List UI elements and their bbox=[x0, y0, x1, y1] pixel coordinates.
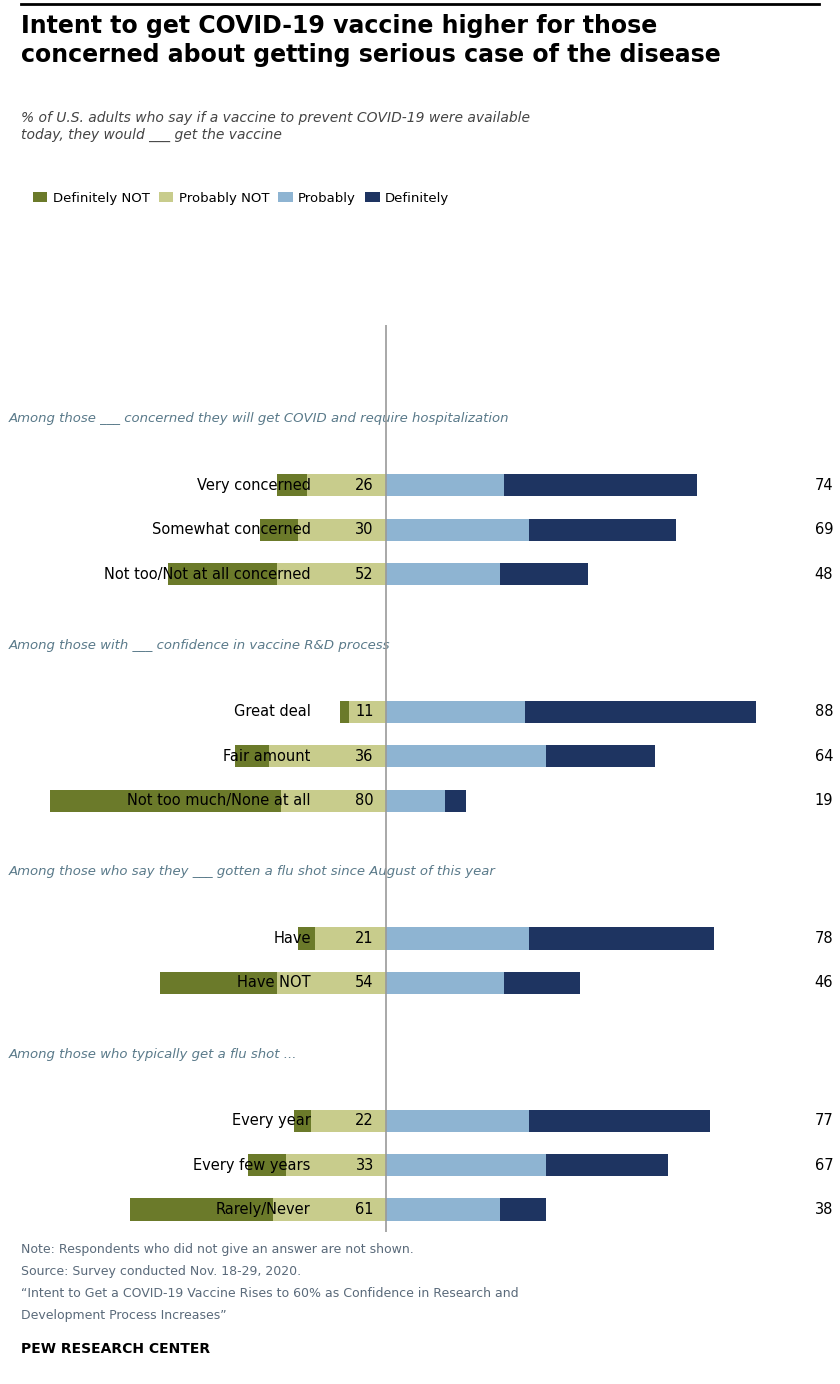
Text: Among those ___ concerned they will get COVID and require hospitalization: Among those ___ concerned they will get … bbox=[8, 412, 509, 425]
Bar bbox=[386, 700, 525, 722]
Bar bbox=[277, 972, 386, 994]
Text: Somewhat concerned: Somewhat concerned bbox=[152, 522, 311, 537]
Text: 77: 77 bbox=[815, 1113, 833, 1128]
Bar bbox=[386, 790, 445, 812]
Bar bbox=[529, 927, 714, 949]
Bar bbox=[277, 563, 386, 585]
Text: 36: 36 bbox=[355, 749, 374, 764]
Bar bbox=[298, 927, 315, 949]
Text: % of U.S. adults who say if a vaccine to prevent COVID-19 were available
today, : % of U.S. adults who say if a vaccine to… bbox=[21, 111, 530, 143]
Text: Every few years: Every few years bbox=[193, 1157, 311, 1172]
Bar bbox=[273, 1199, 386, 1221]
Text: 33: 33 bbox=[355, 1157, 374, 1172]
Text: PEW RESEARCH CENTER: PEW RESEARCH CENTER bbox=[21, 1342, 210, 1356]
Legend: Definitely NOT, Probably NOT, Probably, Definitely: Definitely NOT, Probably NOT, Probably, … bbox=[28, 187, 454, 210]
Bar bbox=[315, 927, 386, 949]
Text: Not too/Not at all concerned: Not too/Not at all concerned bbox=[104, 566, 311, 581]
Text: 26: 26 bbox=[355, 477, 374, 493]
Bar bbox=[340, 700, 349, 722]
Bar bbox=[386, 519, 529, 541]
Bar bbox=[281, 790, 386, 812]
Text: 19: 19 bbox=[815, 793, 833, 808]
Text: Very concerned: Very concerned bbox=[197, 477, 311, 493]
Bar bbox=[386, 972, 504, 994]
Bar bbox=[298, 519, 386, 541]
Bar bbox=[386, 475, 504, 497]
Bar bbox=[160, 972, 277, 994]
Bar bbox=[386, 1110, 529, 1132]
Text: Every year: Every year bbox=[232, 1113, 311, 1128]
Text: Note: Respondents who did not give an answer are not shown.: Note: Respondents who did not give an an… bbox=[21, 1243, 414, 1255]
Bar bbox=[386, 745, 546, 767]
Bar bbox=[500, 563, 588, 585]
Bar bbox=[307, 475, 386, 497]
Text: 54: 54 bbox=[355, 976, 374, 991]
Text: 64: 64 bbox=[815, 749, 833, 764]
Text: 46: 46 bbox=[815, 976, 833, 991]
Text: 80: 80 bbox=[355, 793, 374, 808]
Bar bbox=[445, 790, 466, 812]
Bar bbox=[386, 927, 529, 949]
Bar bbox=[504, 972, 580, 994]
Bar bbox=[504, 475, 697, 497]
Text: 21: 21 bbox=[355, 931, 374, 947]
Text: 61: 61 bbox=[355, 1203, 374, 1217]
Text: 48: 48 bbox=[815, 566, 833, 581]
Bar bbox=[349, 700, 386, 722]
Text: Have NOT: Have NOT bbox=[237, 976, 311, 991]
Bar bbox=[546, 1154, 668, 1176]
Bar bbox=[386, 1154, 546, 1176]
Text: Development Process Increases”: Development Process Increases” bbox=[21, 1309, 227, 1322]
Text: Source: Survey conducted Nov. 18-29, 2020.: Source: Survey conducted Nov. 18-29, 202… bbox=[21, 1265, 301, 1277]
Text: 22: 22 bbox=[355, 1113, 374, 1128]
Text: Rarely/Never: Rarely/Never bbox=[216, 1203, 311, 1217]
Bar bbox=[50, 790, 281, 812]
Text: 11: 11 bbox=[355, 704, 374, 720]
Text: 78: 78 bbox=[815, 931, 833, 947]
Bar bbox=[529, 519, 676, 541]
Text: 69: 69 bbox=[815, 522, 833, 537]
Bar bbox=[286, 1154, 386, 1176]
Text: Fair amount: Fair amount bbox=[223, 749, 311, 764]
Bar bbox=[386, 1199, 500, 1221]
Bar bbox=[260, 519, 298, 541]
Text: Have: Have bbox=[273, 931, 311, 947]
Bar bbox=[546, 745, 655, 767]
Text: Among those who say they ___ gotten a flu shot since August of this year: Among those who say they ___ gotten a fl… bbox=[8, 865, 496, 879]
Text: 38: 38 bbox=[815, 1203, 833, 1217]
Text: Among those with ___ confidence in vaccine R&D process: Among those with ___ confidence in vacci… bbox=[8, 638, 390, 652]
Text: 30: 30 bbox=[355, 522, 374, 537]
Bar bbox=[294, 1110, 311, 1132]
Bar bbox=[311, 1110, 386, 1132]
Text: 88: 88 bbox=[815, 704, 833, 720]
Text: 52: 52 bbox=[355, 566, 374, 581]
Bar bbox=[525, 700, 756, 722]
Text: Not too much/None at all: Not too much/None at all bbox=[128, 793, 311, 808]
Bar bbox=[235, 745, 269, 767]
Bar bbox=[269, 745, 386, 767]
Bar bbox=[386, 563, 500, 585]
Text: 67: 67 bbox=[815, 1157, 833, 1172]
Bar bbox=[277, 475, 307, 497]
Text: “Intent to Get a COVID-19 Vaccine Rises to 60% as Confidence in Research and: “Intent to Get a COVID-19 Vaccine Rises … bbox=[21, 1287, 518, 1300]
Text: Great deal: Great deal bbox=[234, 704, 311, 720]
Bar bbox=[500, 1199, 546, 1221]
Bar bbox=[248, 1154, 286, 1176]
Text: Among those who typically get a flu shot ...: Among those who typically get a flu shot… bbox=[8, 1048, 297, 1060]
Text: 74: 74 bbox=[815, 477, 833, 493]
Bar bbox=[529, 1110, 710, 1132]
Bar bbox=[130, 1199, 273, 1221]
Bar bbox=[168, 563, 277, 585]
Text: Intent to get COVID-19 vaccine higher for those
concerned about getting serious : Intent to get COVID-19 vaccine higher fo… bbox=[21, 14, 721, 66]
